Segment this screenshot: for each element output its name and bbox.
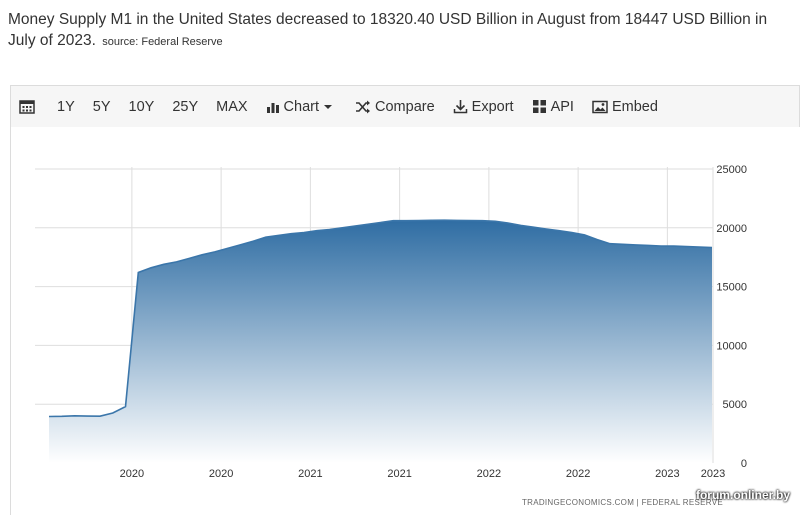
headline-text: Money Supply M1 in the United States dec… — [8, 11, 768, 49]
bar-chart-icon — [266, 102, 279, 113]
chart-toolbar: 1Y 5Y 10Y 25Y MAX Chart Compare Export A… — [10, 85, 800, 127]
chart-type-label: Chart — [283, 98, 320, 115]
grid-icon — [532, 100, 546, 113]
x-tick-label: 2023 — [701, 468, 725, 480]
range-10y-button[interactable]: 10Y — [128, 98, 155, 115]
x-tick-label: 2022 — [566, 468, 590, 480]
y-tick-label: 15000 — [716, 282, 747, 294]
api-label: API — [550, 98, 574, 115]
range-25y-button[interactable]: 25Y — [172, 98, 199, 115]
forum-watermark: forum.onliner.by — [695, 488, 790, 502]
x-tick-label: 2022 — [477, 468, 501, 480]
y-tick-label: 5000 — [723, 399, 747, 411]
x-tick-label: 2023 — [655, 468, 679, 480]
export-button[interactable]: Export — [453, 99, 514, 115]
chart-credit: TRADINGECONOMICS.COM | FEDERAL RESERVE — [522, 498, 723, 507]
export-label: Export — [471, 98, 514, 115]
y-tick-label: 0 — [741, 458, 747, 470]
calendar-icon[interactable] — [19, 99, 39, 114]
y-tick-label: 10000 — [716, 340, 747, 352]
y-tick-label: 20000 — [716, 223, 747, 235]
headline-source: source: Federal Reserve — [102, 36, 223, 48]
embed-button[interactable]: Embed — [592, 99, 658, 115]
range-max-button[interactable]: MAX — [216, 98, 248, 115]
shuffle-icon — [356, 100, 371, 113]
download-icon — [453, 100, 467, 114]
y-tick-label: 25000 — [716, 164, 747, 176]
x-tick-label: 2021 — [298, 468, 322, 480]
series-line — [48, 219, 713, 418]
embed-label: Embed — [611, 98, 658, 115]
compare-label: Compare — [375, 98, 435, 115]
caret-down-icon — [324, 104, 333, 109]
m1-area-chart: 0 5000 10000 15000 20000 25000 2020 2020 2021 202… — [35, 164, 747, 507]
x-tick-label: 2021 — [387, 468, 411, 480]
image-icon — [592, 100, 608, 113]
x-tick-label: 2020 — [120, 468, 144, 480]
series-area — [49, 220, 712, 463]
chart-type-button[interactable]: Chart — [266, 99, 337, 115]
x-tick-label: 2020 — [209, 468, 233, 480]
chart-panel: 0 5000 10000 15000 20000 25000 2020 2020 2021 202… — [10, 127, 800, 515]
range-1y-button[interactable]: 1Y — [57, 98, 75, 115]
range-5y-button[interactable]: 5Y — [92, 98, 111, 115]
api-button[interactable]: API — [532, 99, 574, 115]
compare-button[interactable]: Compare — [355, 99, 435, 115]
headline: Money Supply M1 in the United States dec… — [8, 9, 798, 53]
